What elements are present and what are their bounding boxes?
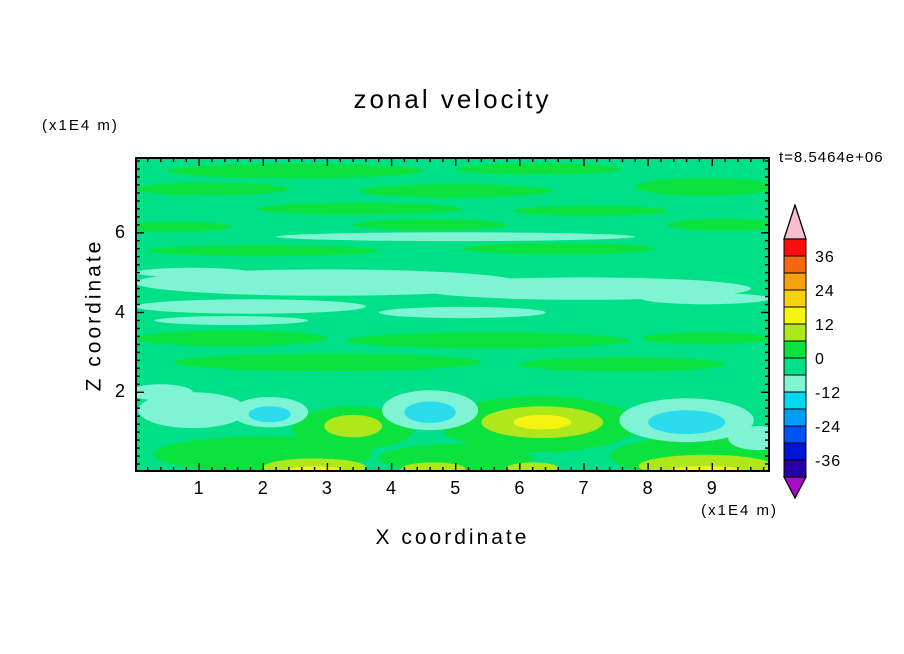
colorbar-label: 0 [815, 351, 825, 368]
y-axis-unit: (x1E4 m) [42, 117, 119, 134]
colorbar-over-arrow [783, 204, 807, 240]
x-tick-label: 6 [514, 478, 526, 498]
colorbar: 36 24 12 0 -12 -24 -36 [783, 204, 841, 500]
x-tick-label: 3 [321, 478, 333, 498]
colorbar-label: 36 [815, 249, 835, 266]
colorbar-label: -36 [815, 453, 841, 470]
colorbar-under-arrow [783, 476, 808, 500]
x-tick-label: 4 [386, 478, 398, 498]
y-axis-label: Z coordinate [82, 238, 106, 392]
y-tick-labels: 2 4 6 [93, 157, 125, 472]
x-tick-label: 2 [257, 478, 269, 498]
colorbar-label: 12 [815, 317, 835, 334]
colorbar-label: 24 [815, 283, 835, 300]
time-annotation: t=8.5464e+06 [779, 149, 884, 166]
y-tick-label: 6 [114, 221, 125, 242]
x-axis-unit: (x1E4 m) [701, 502, 778, 519]
plot-title: zonal velocity [353, 84, 552, 114]
colorbar-label: -24 [815, 419, 841, 436]
x-tick-label: 9 [706, 478, 718, 498]
y-tick-label: 4 [114, 301, 125, 322]
colorbar-label: -12 [815, 385, 841, 402]
contour-field [115, 157, 803, 478]
x-tick-labels: 1 2 3 4 5 6 7 8 9 [135, 478, 770, 502]
x-tick-label: 8 [642, 478, 654, 498]
x-tick-label: 1 [193, 478, 205, 498]
x-tick-label: 7 [578, 478, 590, 498]
x-axis-label: X coordinate [375, 526, 530, 549]
y-tick-label: 2 [114, 381, 125, 402]
x-tick-label: 5 [450, 478, 462, 498]
plot-area [115, 157, 803, 478]
